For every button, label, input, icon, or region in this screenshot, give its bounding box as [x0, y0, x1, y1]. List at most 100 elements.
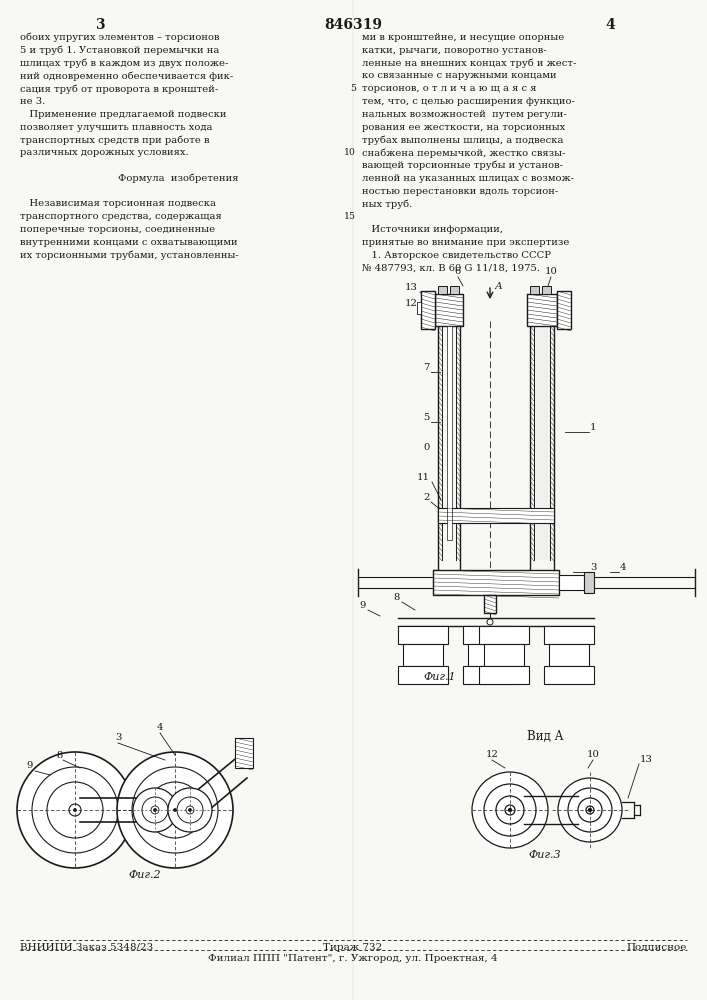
- Circle shape: [472, 772, 548, 848]
- Bar: [403, 644, 443, 666]
- Text: 8: 8: [394, 593, 400, 602]
- Circle shape: [151, 806, 159, 814]
- Bar: [435, 294, 463, 326]
- Bar: [438, 508, 554, 523]
- Text: ленные на внешних концах труб и жест-: ленные на внешних концах труб и жест-: [362, 59, 576, 68]
- Bar: [468, 644, 508, 666]
- Circle shape: [177, 797, 203, 823]
- Bar: [559, 575, 584, 590]
- Text: Тираж 732: Тираж 732: [323, 943, 382, 952]
- Text: 10: 10: [544, 267, 557, 276]
- Text: вающей торсионные трубы и установ-: вающей торсионные трубы и установ-: [362, 161, 563, 170]
- Circle shape: [147, 782, 203, 838]
- Text: транспортного средства, содержащая: транспортного средства, содержащая: [20, 212, 222, 221]
- Bar: [421, 291, 435, 329]
- Text: внутренними концами с охватывающими: внутренними концами с охватывающими: [20, 238, 238, 247]
- Text: 0: 0: [423, 443, 430, 452]
- Circle shape: [168, 788, 212, 832]
- Bar: [484, 595, 496, 613]
- Text: ний одновременно обеспечивается фик-: ний одновременно обеспечивается фик-: [20, 71, 233, 81]
- Text: катки, рычаги, поворотно установ-: катки, рычаги, поворотно установ-: [362, 46, 547, 55]
- Bar: [527, 294, 557, 326]
- Text: их торсионными трубами, установленны-: их торсионными трубами, установленны-: [20, 251, 239, 260]
- Bar: [530, 286, 539, 294]
- Text: 10: 10: [344, 148, 356, 157]
- Bar: [447, 326, 452, 540]
- Bar: [544, 666, 594, 684]
- Text: 4: 4: [620, 563, 626, 572]
- Text: позволяет улучшить плавность хода: позволяет улучшить плавность хода: [20, 123, 213, 132]
- Bar: [479, 666, 529, 684]
- Bar: [584, 572, 594, 593]
- Circle shape: [578, 798, 602, 822]
- Text: снабжена перемычкой, жестко связы-: снабжена перемычкой, жестко связы-: [362, 148, 566, 158]
- Text: 5: 5: [423, 413, 430, 422]
- Text: тем, что, с целью расширения функцио-: тем, что, с целью расширения функцио-: [362, 97, 575, 106]
- Bar: [542, 286, 551, 294]
- Circle shape: [186, 806, 194, 814]
- Bar: [479, 626, 529, 644]
- Circle shape: [153, 808, 156, 812]
- Text: 11: 11: [417, 473, 430, 482]
- Text: Независимая торсионная подвеска: Независимая торсионная подвеска: [20, 199, 216, 208]
- Text: 12: 12: [405, 299, 418, 308]
- Text: Фиг.1: Фиг.1: [423, 672, 456, 682]
- Circle shape: [588, 808, 592, 812]
- Circle shape: [496, 796, 524, 824]
- Bar: [450, 286, 459, 294]
- Text: 3: 3: [590, 563, 597, 572]
- Bar: [433, 570, 559, 595]
- Text: трубах выполнены шлицы, а подвеска: трубах выполнены шлицы, а подвеска: [362, 135, 563, 145]
- Text: не 3.: не 3.: [20, 97, 45, 106]
- Circle shape: [505, 805, 515, 815]
- Circle shape: [69, 804, 81, 816]
- Bar: [484, 644, 524, 666]
- Circle shape: [189, 808, 192, 812]
- Text: Вид А: Вид А: [527, 730, 563, 743]
- Text: 13: 13: [640, 755, 653, 764]
- Circle shape: [508, 808, 511, 812]
- Text: 9: 9: [360, 601, 366, 610]
- Circle shape: [487, 619, 493, 625]
- Bar: [398, 666, 448, 684]
- Text: нальных возможностей  путем регули-: нальных возможностей путем регули-: [362, 110, 567, 119]
- Text: № 487793, кл. В 60 G 11/18, 1975.: № 487793, кл. В 60 G 11/18, 1975.: [362, 263, 540, 272]
- Text: 10: 10: [587, 750, 600, 759]
- Text: 3: 3: [115, 733, 121, 742]
- Circle shape: [169, 804, 181, 816]
- Bar: [549, 644, 589, 666]
- Text: 9: 9: [27, 761, 33, 770]
- Circle shape: [173, 808, 177, 812]
- Circle shape: [74, 808, 76, 812]
- Bar: [463, 666, 513, 684]
- Text: принятые во внимание при экспертизе: принятые во внимание при экспертизе: [362, 238, 569, 247]
- Text: 846319: 846319: [324, 18, 382, 32]
- Bar: [417, 302, 421, 314]
- Text: ко связанные с наружными концами: ко связанные с наружными концами: [362, 71, 556, 80]
- Text: Фиг.2: Фиг.2: [129, 870, 161, 880]
- Text: Филиал ППП "Патент", г. Ужгород, ул. Проектная, 4: Филиал ППП "Патент", г. Ужгород, ул. Про…: [208, 954, 498, 963]
- Text: 5: 5: [350, 84, 356, 93]
- Circle shape: [484, 784, 536, 836]
- Text: ленной на указанных шлицах с возмож-: ленной на указанных шлицах с возмож-: [362, 174, 574, 183]
- Circle shape: [17, 752, 133, 868]
- Circle shape: [117, 752, 233, 868]
- Bar: [235, 738, 253, 768]
- Text: поперечные торсионы, соединенные: поперечные торсионы, соединенные: [20, 225, 215, 234]
- Text: шлицах труб в каждом из двух положе-: шлицах труб в каждом из двух положе-: [20, 59, 228, 68]
- Text: сация труб от проворота в кронштей-: сация труб от проворота в кронштей-: [20, 84, 218, 94]
- Text: 4: 4: [605, 18, 615, 32]
- Circle shape: [133, 788, 177, 832]
- Circle shape: [47, 782, 103, 838]
- Text: транспортных средств при работе в: транспортных средств при работе в: [20, 135, 209, 145]
- Circle shape: [586, 806, 594, 814]
- Text: А: А: [495, 282, 503, 291]
- Text: обоих упругих элементов – торсионов: обоих упругих элементов – торсионов: [20, 33, 219, 42]
- Text: ми в кронштейне, и несущие опорные: ми в кронштейне, и несущие опорные: [362, 33, 564, 42]
- Bar: [438, 286, 447, 294]
- Text: 3: 3: [95, 18, 105, 32]
- Text: 5 и труб 1. Установкой перемычки на: 5 и труб 1. Установкой перемычки на: [20, 46, 219, 55]
- Text: ностью перестановки вдоль торсион-: ностью перестановки вдоль торсион-: [362, 187, 559, 196]
- Text: различных дорожных условиях.: различных дорожных условиях.: [20, 148, 189, 157]
- Circle shape: [32, 767, 118, 853]
